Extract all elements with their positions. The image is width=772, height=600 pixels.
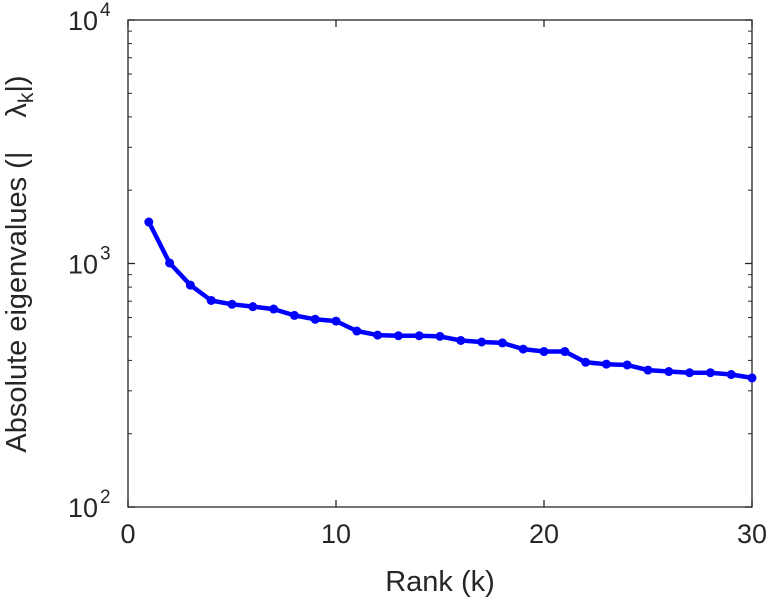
y-axis-label-symbol: λ [1, 103, 33, 118]
data-point [414, 331, 424, 341]
x-tick-label: 30 [737, 519, 767, 549]
data-point [269, 304, 279, 314]
x-axis-ticks: 0 10 20 30 [120, 20, 767, 549]
x-tick-label: 10 [321, 519, 351, 549]
data-point [331, 316, 341, 326]
data-point [310, 314, 320, 324]
data-point [227, 299, 237, 309]
data-point [393, 331, 403, 341]
data-point [581, 357, 591, 367]
data-point [435, 331, 445, 341]
y-tick-label-base: 10 [68, 6, 98, 36]
x-axis-label: Rank (k) [385, 566, 495, 598]
data-point [664, 367, 674, 377]
y-axis-label-prefix: Absolute eigenvalues (| [1, 152, 33, 453]
data-point [497, 338, 507, 348]
data-point [560, 347, 570, 357]
data-point [289, 310, 299, 320]
x-tick-label: 20 [529, 519, 559, 549]
data-point [185, 280, 195, 290]
data-point [456, 335, 466, 345]
data-point [477, 337, 487, 347]
data-point [144, 217, 154, 227]
y-axis-label: Absolute eigenvalues (| λk|) [1, 75, 38, 452]
y-tick-label-exponent: 4 [100, 0, 111, 21]
data-point [747, 373, 757, 383]
data-point [539, 347, 549, 357]
y-tick-label-base: 10 [68, 493, 98, 523]
data-point [352, 326, 362, 336]
x-tick-label: 0 [120, 519, 135, 549]
data-point [206, 295, 216, 305]
data-point [165, 258, 175, 268]
series-layer [144, 217, 757, 383]
y-axis-label-subscript: k [15, 92, 38, 103]
data-point [622, 360, 632, 370]
y-tick-label-base: 10 [68, 250, 98, 280]
data-point [705, 368, 715, 378]
data-point [685, 368, 695, 378]
data-point [373, 330, 383, 340]
data-point [601, 359, 611, 369]
data-point [726, 370, 736, 380]
y-axis-label-suffix: |) [1, 75, 33, 92]
y-axis-label-text: Absolute eigenvalues (| λk|) [1, 75, 38, 452]
data-point [518, 344, 528, 354]
data-point [248, 302, 258, 312]
y-tick-label-exponent: 2 [100, 487, 111, 508]
plot-area-frame [127, 19, 753, 508]
y-tick-label-exponent: 3 [100, 244, 111, 265]
data-point [643, 365, 653, 375]
